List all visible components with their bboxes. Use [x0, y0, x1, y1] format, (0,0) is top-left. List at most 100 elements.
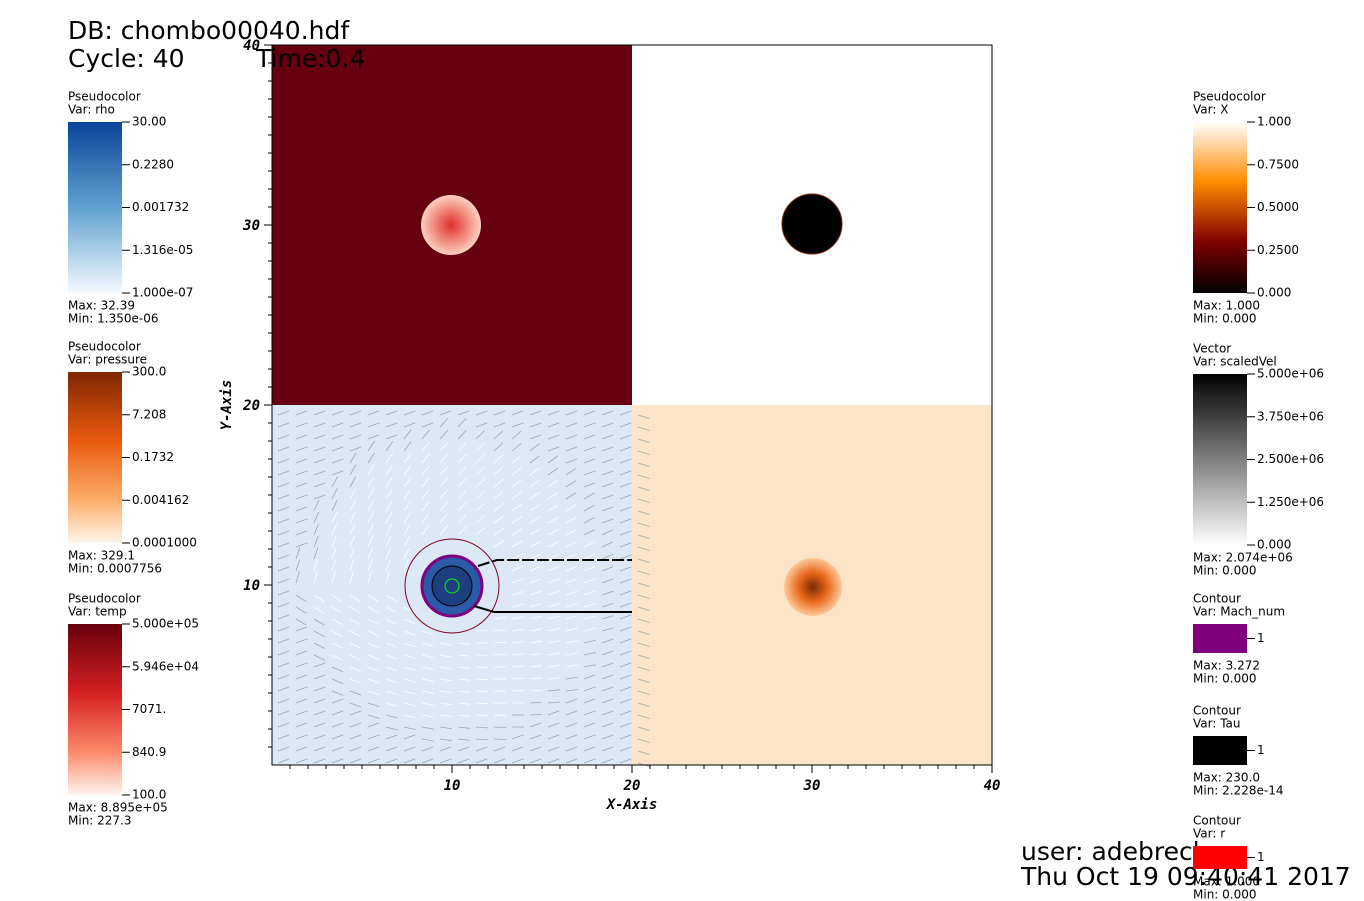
- vector: [565, 722, 578, 728]
- vector: [601, 590, 614, 596]
- legend-var: Var: temp: [68, 605, 127, 619]
- x-axis-title: X-Axis: [606, 797, 658, 813]
- y-tick-label: 10: [243, 578, 260, 594]
- vector: [547, 758, 560, 764]
- vector: [583, 590, 596, 596]
- vector: [637, 486, 650, 491]
- legend-bar: [1193, 846, 1247, 869]
- vector: [277, 470, 290, 476]
- vector: [565, 664, 578, 668]
- vector: [403, 726, 416, 731]
- vector: [475, 454, 485, 464]
- vector: [385, 714, 398, 719]
- vector: [457, 442, 467, 452]
- vector: [475, 514, 486, 524]
- vector: [583, 686, 596, 692]
- vector: [313, 523, 319, 536]
- vector: [511, 430, 522, 440]
- vector: [331, 470, 344, 476]
- legend-var: Var: X: [1193, 103, 1228, 117]
- vector: [331, 571, 336, 584]
- legend-tick-label: 7071.: [132, 702, 166, 716]
- vector: [511, 410, 524, 416]
- vector: [313, 410, 326, 416]
- vector: [565, 516, 577, 524]
- vector: [349, 758, 362, 764]
- vector: [457, 702, 470, 705]
- vector: [511, 665, 524, 668]
- vector: [295, 638, 308, 644]
- vector: [349, 594, 361, 602]
- vector: [313, 642, 325, 649]
- vector: [385, 559, 391, 572]
- vector: [349, 535, 355, 548]
- vector: [511, 578, 524, 584]
- vector: [439, 441, 449, 452]
- vector: [619, 578, 632, 584]
- legend-tick-label: 0.000: [1257, 538, 1291, 552]
- vector: [601, 686, 614, 692]
- vector: [349, 547, 355, 560]
- x-tick-label: 40: [984, 778, 1001, 794]
- vector: [295, 710, 308, 716]
- legend-min: Min: 227.3: [68, 814, 132, 828]
- vector: [313, 547, 319, 560]
- vector: [547, 640, 560, 644]
- vector: [367, 512, 374, 524]
- vector: [367, 523, 374, 536]
- vector: [439, 477, 449, 488]
- vector: [457, 678, 470, 681]
- legend-max: Max: 1.000: [1193, 875, 1260, 889]
- vector: [637, 714, 650, 719]
- vector: [583, 603, 596, 608]
- vector: [331, 410, 344, 416]
- vector: [619, 758, 632, 764]
- vector: [511, 677, 525, 680]
- vector: [565, 615, 578, 620]
- vector: [547, 422, 560, 428]
- vector: [457, 758, 470, 764]
- vector: [331, 642, 343, 649]
- vector: [637, 534, 650, 539]
- vector: [385, 746, 398, 752]
- vector: [385, 547, 391, 560]
- vector: [421, 453, 430, 464]
- vector: [295, 547, 301, 560]
- vector: [313, 535, 319, 548]
- legend-min: Min: 0.0007756: [68, 562, 162, 576]
- vector: [583, 517, 595, 524]
- vector: [529, 565, 542, 572]
- vector: [385, 678, 398, 684]
- legend-tick-label: 1: [1257, 743, 1265, 757]
- vector: [439, 489, 449, 500]
- vector: [331, 511, 338, 524]
- vector: [385, 666, 398, 672]
- vector: [367, 666, 380, 672]
- vector: [349, 446, 362, 452]
- vector: [511, 628, 524, 632]
- vector: [601, 566, 614, 572]
- vector: [493, 422, 506, 428]
- vector: [457, 746, 470, 752]
- vector: [601, 518, 614, 524]
- vector: [403, 746, 416, 752]
- vector: [601, 602, 614, 608]
- vector: [547, 479, 559, 488]
- vector: [331, 630, 343, 637]
- legend-min: Min: 0.000: [1193, 312, 1257, 326]
- vector: [493, 515, 504, 524]
- vector: [565, 758, 578, 764]
- vector: [367, 690, 380, 696]
- vector: [295, 506, 308, 512]
- vector: [529, 467, 540, 476]
- vector: [367, 746, 380, 752]
- vector: [583, 664, 596, 668]
- vector: [313, 571, 318, 584]
- vector: [529, 603, 542, 608]
- vector: [367, 440, 375, 452]
- vector: [385, 535, 392, 548]
- vector: [529, 734, 542, 740]
- vector: [295, 698, 308, 704]
- vector: [277, 578, 290, 584]
- vector: [403, 441, 412, 452]
